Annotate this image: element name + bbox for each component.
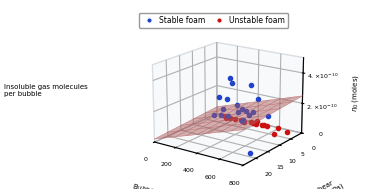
X-axis label: Bubble radius $R_0$  (μm): Bubble radius $R_0$ (μm): [131, 182, 212, 189]
Y-axis label: Foam shear
modulus G  (Pa): Foam shear modulus G (Pa): [289, 176, 344, 189]
Legend: Stable foam, Unstable foam: Stable foam, Unstable foam: [139, 13, 288, 28]
Text: Insoluble gas molecules
per bubble: Insoluble gas molecules per bubble: [4, 84, 88, 97]
